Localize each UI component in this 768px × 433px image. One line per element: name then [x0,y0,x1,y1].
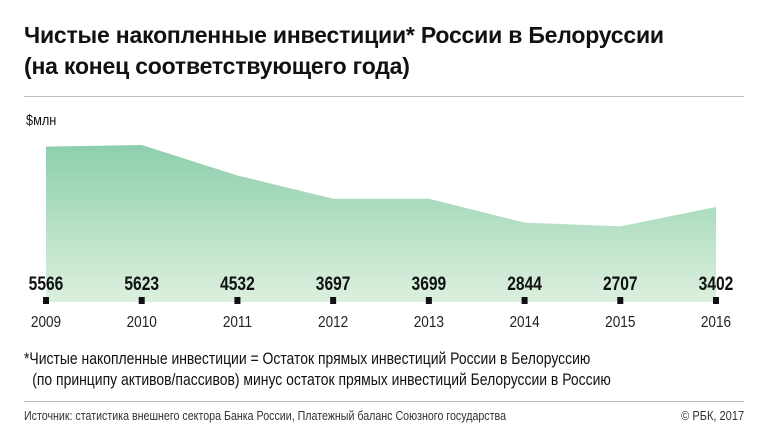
data-label: 5566 [29,273,64,295]
divider-top [24,96,744,97]
data-label: 2844 [507,273,542,295]
y-axis-unit-label: $млн [26,112,57,129]
footnote-line-2: (по принципу активов/пассивов) минус ост… [32,370,611,389]
x-tick [138,297,145,304]
x-tick [521,297,528,304]
title-line-1: Чистые накопленные инвестиции* России в … [24,22,664,48]
data-label: 5623 [124,273,159,295]
data-label: 3697 [316,273,351,295]
x-tick [234,297,241,304]
x-tick [425,297,432,304]
x-tick [330,297,337,304]
x-tick-label: 2012 [318,314,348,331]
x-tick [43,297,49,304]
area-chart: 5566 2009 5623 2010 4532 2011 3697 2012 3699 2013… [29,145,734,331]
x-tick-label: 2014 [509,314,539,331]
source-note: Источник: статистика внешнего сектора Ба… [24,408,507,423]
footnote-line-1: *Чистые накопленные инвестиции = Остаток… [24,349,591,368]
chart-title: Чистые накопленные инвестиции* России в … [24,20,664,82]
data-label: 4532 [220,273,255,295]
data-label: 3699 [412,273,447,295]
x-tick-label: 2009 [31,314,61,331]
copyright: © РБК, 2017 [681,408,744,423]
title-line-2: (на конец соответствующего года) [24,53,410,79]
x-tick [713,297,719,304]
x-tick-label: 2013 [414,314,444,331]
data-label: 2707 [603,273,638,295]
x-tick [617,297,624,304]
data-label: 3402 [699,273,734,295]
footnote: *Чистые накопленные инвестиции = Остаток… [24,348,611,390]
x-tick-label: 2015 [605,314,635,331]
x-tick-label: 2011 [223,314,252,331]
x-tick-label: 2010 [127,314,157,331]
area-series [46,145,716,302]
divider-bottom [24,401,744,402]
x-tick-label: 2016 [701,314,731,331]
